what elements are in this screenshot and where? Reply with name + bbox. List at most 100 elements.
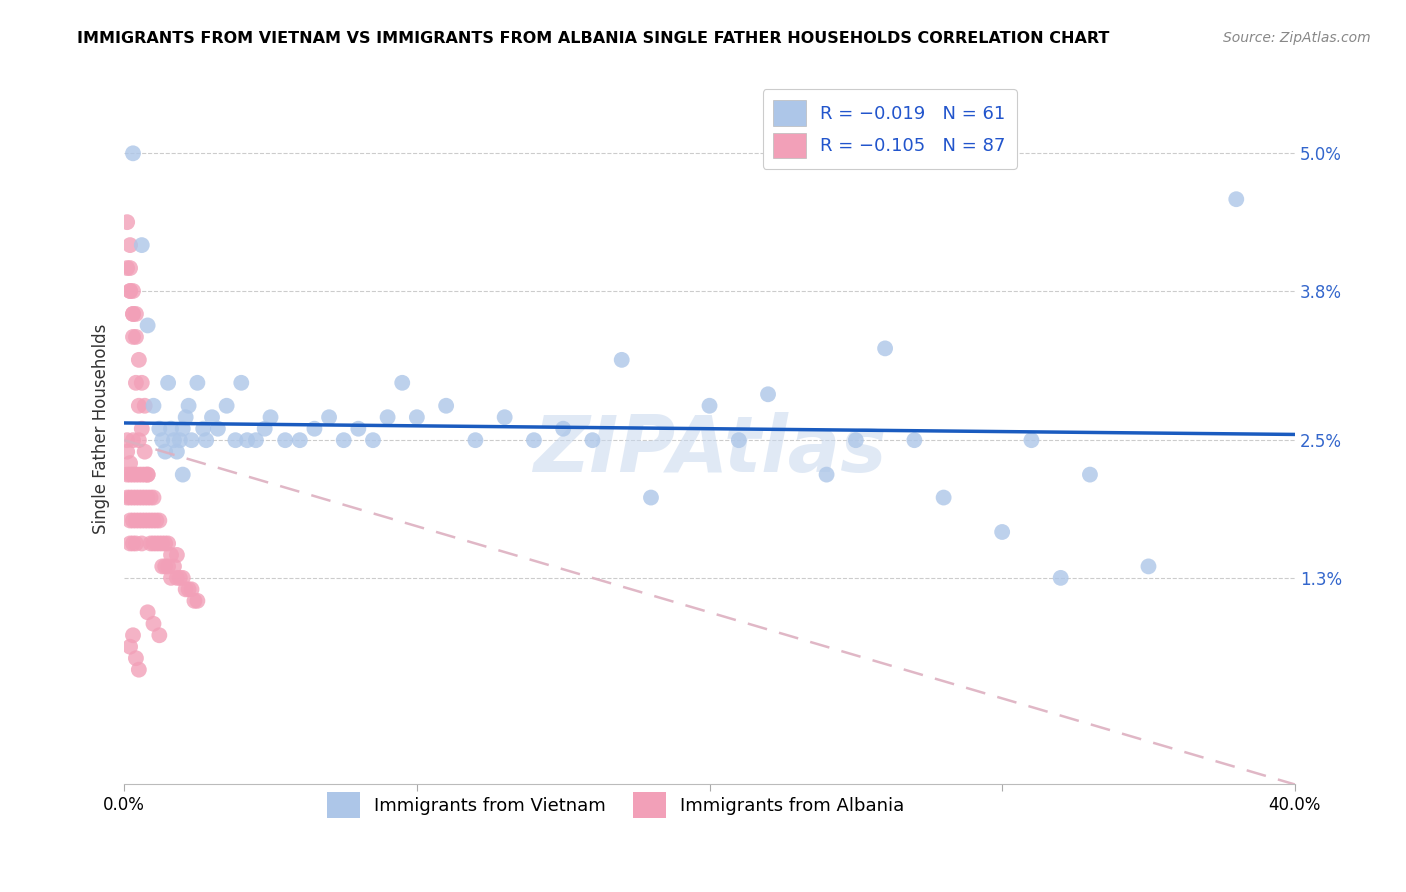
Point [332,433,354,447]
Point [640,491,662,505]
Point [274,433,297,447]
Point [136,605,159,619]
Point [163,559,186,574]
Point [1137,559,1160,574]
Point [253,422,276,436]
Point [581,433,603,447]
Point [160,571,183,585]
Point [304,422,326,436]
Point [815,467,838,482]
Point [134,444,156,458]
Point [136,514,159,528]
Point [145,514,167,528]
Point [122,536,145,550]
Point [318,410,340,425]
Point [120,467,142,482]
Point [142,491,165,505]
Point [125,536,148,550]
Point [224,433,246,447]
Text: IMMIGRANTS FROM VIETNAM VS IMMIGRANTS FROM ALBANIA SINGLE FATHER HOUSEHOLDS CORR: IMMIGRANTS FROM VIETNAM VS IMMIGRANTS FR… [77,31,1109,46]
Point [125,491,148,505]
Point [932,491,955,505]
Point [347,422,370,436]
Point [125,514,148,528]
Point [405,410,427,425]
Point [150,433,173,447]
Point [259,410,281,425]
Point [1049,571,1071,585]
Point [391,376,413,390]
Point [172,467,194,482]
Point [180,433,202,447]
Point [115,433,138,447]
Point [245,433,267,447]
Point [180,582,202,597]
Point [553,422,575,436]
Point [288,433,311,447]
Point [169,433,191,447]
Point [128,433,150,447]
Point [186,594,208,608]
Point [157,536,180,550]
Point [131,238,153,252]
Point [148,628,170,642]
Point [727,433,749,447]
Point [177,399,200,413]
Point [134,514,156,528]
Point [142,536,165,550]
Point [139,514,162,528]
Point [122,146,145,161]
Y-axis label: Single Father Households: Single Father Households [93,324,110,534]
Point [1078,467,1101,482]
Point [122,467,145,482]
Point [136,467,159,482]
Text: ZIPAtlas: ZIPAtlas [533,412,886,488]
Point [115,491,138,505]
Point [128,352,150,367]
Point [131,376,153,390]
Point [991,524,1014,539]
Point [122,433,145,447]
Point [174,582,197,597]
Point [122,284,145,298]
Point [166,548,188,562]
Point [136,467,159,482]
Point [464,433,486,447]
Point [434,399,457,413]
Point [125,651,148,665]
Point [125,376,148,390]
Point [122,307,145,321]
Point [186,376,208,390]
Point [1225,192,1247,206]
Point [195,433,218,447]
Point [207,422,229,436]
Point [166,444,188,458]
Point [172,422,194,436]
Point [122,491,145,505]
Point [193,422,215,436]
Point [153,444,176,458]
Point [153,559,176,574]
Point [160,548,183,562]
Point [215,399,238,413]
Point [125,307,148,321]
Point [115,444,138,458]
Point [231,376,253,390]
Point [142,514,165,528]
Point [142,399,165,413]
Point [903,433,925,447]
Point [160,422,183,436]
Point [120,261,142,276]
Point [172,571,194,585]
Point [115,261,138,276]
Point [875,342,897,356]
Point [142,616,165,631]
Point [150,559,173,574]
Point [1021,433,1043,447]
Point [120,536,142,550]
Point [122,330,145,344]
Point [122,514,145,528]
Point [150,536,173,550]
Point [128,491,150,505]
Point [139,536,162,550]
